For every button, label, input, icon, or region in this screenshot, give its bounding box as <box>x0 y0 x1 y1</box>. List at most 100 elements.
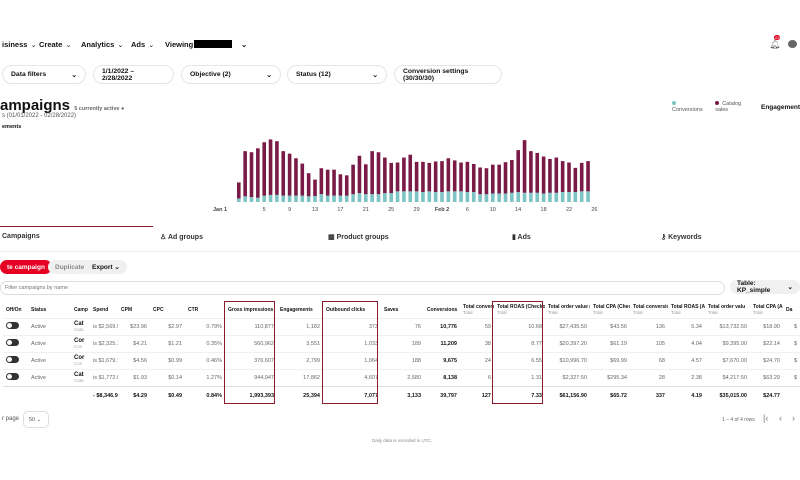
campaign-name-cell[interactable]: Cor Con <box>71 351 90 369</box>
nav-analytics[interactable]: Analytics ⌄ <box>81 40 124 49</box>
bar-catalog-sales[interactable] <box>376 152 381 195</box>
bar-conversions[interactable] <box>427 191 432 202</box>
bell-icon[interactable]: 🔔︎ <box>769 39 781 49</box>
bar-conversions[interactable] <box>402 191 406 202</box>
bar-catalog-sales[interactable] <box>332 169 336 196</box>
bar-catalog-sales[interactable] <box>281 151 286 196</box>
bar-catalog-sales[interactable] <box>249 152 254 198</box>
bar-conversions[interactable] <box>344 195 349 202</box>
bar-catalog-sales[interactable] <box>402 157 406 192</box>
bar-catalog-sales[interactable] <box>287 153 292 196</box>
bar-catalog-sales[interactable] <box>471 163 476 193</box>
bar-conversions[interactable] <box>262 195 266 202</box>
bar-catalog-sales[interactable] <box>357 155 362 194</box>
bar-conversions[interactable] <box>237 198 241 202</box>
bar-catalog-sales[interactable] <box>579 162 584 192</box>
bar-conversions[interactable] <box>497 193 501 202</box>
bar-catalog-sales[interactable] <box>522 140 527 193</box>
bar-conversions[interactable] <box>535 192 540 202</box>
column-header[interactable]: Camp <box>71 302 90 318</box>
campaign-name-cell[interactable]: Cat Cata <box>71 317 90 335</box>
data-filters-dropdown[interactable]: Data filters ⌄ <box>2 65 86 84</box>
nav-ads[interactable]: Ads ⌄ <box>131 40 155 49</box>
bar-conversions[interactable] <box>275 194 279 202</box>
bar-catalog-sales[interactable] <box>452 160 457 192</box>
campaign-toggle[interactable] <box>6 356 19 363</box>
bar-catalog-sales[interactable] <box>586 161 590 192</box>
bar-catalog-sales[interactable] <box>294 158 298 196</box>
bar-conversions[interactable] <box>491 193 495 202</box>
bar-catalog-sales[interactable] <box>319 168 324 195</box>
bar-catalog-sales[interactable] <box>560 161 565 193</box>
bar-catalog-sales[interactable] <box>300 163 305 196</box>
bar-catalog-sales[interactable] <box>497 164 501 194</box>
bar-catalog-sales[interactable] <box>440 161 444 193</box>
bar-catalog-sales[interactable] <box>338 174 343 196</box>
per-page-select[interactable]: 50 ⌄ <box>23 411 49 428</box>
bar-conversions[interactable] <box>440 192 444 202</box>
bar-catalog-sales[interactable] <box>306 173 311 197</box>
bar-conversions[interactable] <box>503 193 508 202</box>
bar-conversions[interactable] <box>383 193 387 202</box>
campaign-toggle[interactable] <box>6 373 19 380</box>
column-header[interactable]: Total ROAS (Ad Total <box>668 302 705 318</box>
column-header[interactable]: Saves <box>381 302 424 318</box>
bar-conversions[interactable] <box>294 195 298 202</box>
bar-conversions[interactable] <box>370 194 374 202</box>
column-header[interactable]: CPC <box>150 302 185 318</box>
bar-catalog-sales[interactable] <box>535 152 540 193</box>
bar-conversions[interactable] <box>529 192 533 202</box>
bar-conversions[interactable] <box>452 191 457 202</box>
table-select[interactable]: Table: KP_simple ⌄ <box>730 280 800 294</box>
column-header[interactable]: Total CPA (Chec Total <box>590 302 630 318</box>
bar-conversions[interactable] <box>338 195 343 202</box>
bar-catalog-sales[interactable] <box>503 162 508 194</box>
bar-catalog-sales[interactable] <box>548 158 552 193</box>
bar-conversions[interactable] <box>364 194 368 202</box>
bar-catalog-sales[interactable] <box>421 161 425 193</box>
account-chevron-icon[interactable]: ⌄ <box>241 40 248 49</box>
bar-catalog-sales[interactable] <box>478 167 482 195</box>
column-header[interactable]: Conversions <box>424 302 460 318</box>
campaign-toggle[interactable] <box>6 339 19 346</box>
bar-catalog-sales[interactable] <box>389 162 393 194</box>
export-button[interactable]: Export ⌄ <box>85 260 127 274</box>
bar-catalog-sales[interactable] <box>344 175 349 196</box>
bar-catalog-sales[interactable] <box>529 151 533 193</box>
column-header[interactable]: Outbound clicks <box>323 302 381 318</box>
bar-conversions[interactable] <box>376 194 381 202</box>
bar-catalog-sales[interactable] <box>408 154 413 192</box>
objective-dropdown[interactable]: Objective (2) ⌄ <box>181 65 281 84</box>
bar-catalog-sales[interactable] <box>446 158 451 192</box>
column-header[interactable]: Total order valu Total <box>705 302 750 318</box>
bar-conversions[interactable] <box>313 195 317 202</box>
info-icon[interactable]: ● <box>119 106 125 112</box>
tab-ad-groups[interactable]: ♙ Ad groups <box>160 234 203 241</box>
bar-conversions[interactable] <box>306 196 311 202</box>
column-header[interactable]: CTR <box>185 302 225 318</box>
column-header[interactable]: Total conversi Total <box>460 302 494 318</box>
bar-conversions[interactable] <box>408 191 413 202</box>
campaign-name[interactable]: Cor <box>74 354 85 361</box>
campaign-name[interactable]: Cor <box>74 337 85 344</box>
bar-conversions[interactable] <box>560 192 565 202</box>
bar-conversions[interactable] <box>586 191 590 202</box>
bar-conversions[interactable] <box>281 195 286 202</box>
column-header[interactable]: CPM <box>118 302 150 318</box>
bar-catalog-sales[interactable] <box>383 157 387 194</box>
bar-catalog-sales[interactable] <box>465 161 470 193</box>
first-page-icon[interactable]: |‹ <box>763 413 769 423</box>
bar-catalog-sales[interactable] <box>268 139 273 195</box>
conversion-settings-button[interactable]: Conversion settings (30/30/30) <box>394 65 502 84</box>
bar-catalog-sales[interactable] <box>237 182 241 199</box>
bar-catalog-sales[interactable] <box>364 164 368 195</box>
bar-catalog-sales[interactable] <box>370 151 374 195</box>
campaign-name-cell[interactable]: Cat Cata <box>71 368 90 386</box>
bar-conversions[interactable] <box>357 193 362 202</box>
tab-keywords[interactable]: ⚷ Keywords <box>661 234 702 241</box>
bar-conversions[interactable] <box>579 191 584 202</box>
bar-conversions[interactable] <box>459 191 463 202</box>
bar-conversions[interactable] <box>243 196 247 202</box>
bar-catalog-sales[interactable] <box>275 141 279 195</box>
